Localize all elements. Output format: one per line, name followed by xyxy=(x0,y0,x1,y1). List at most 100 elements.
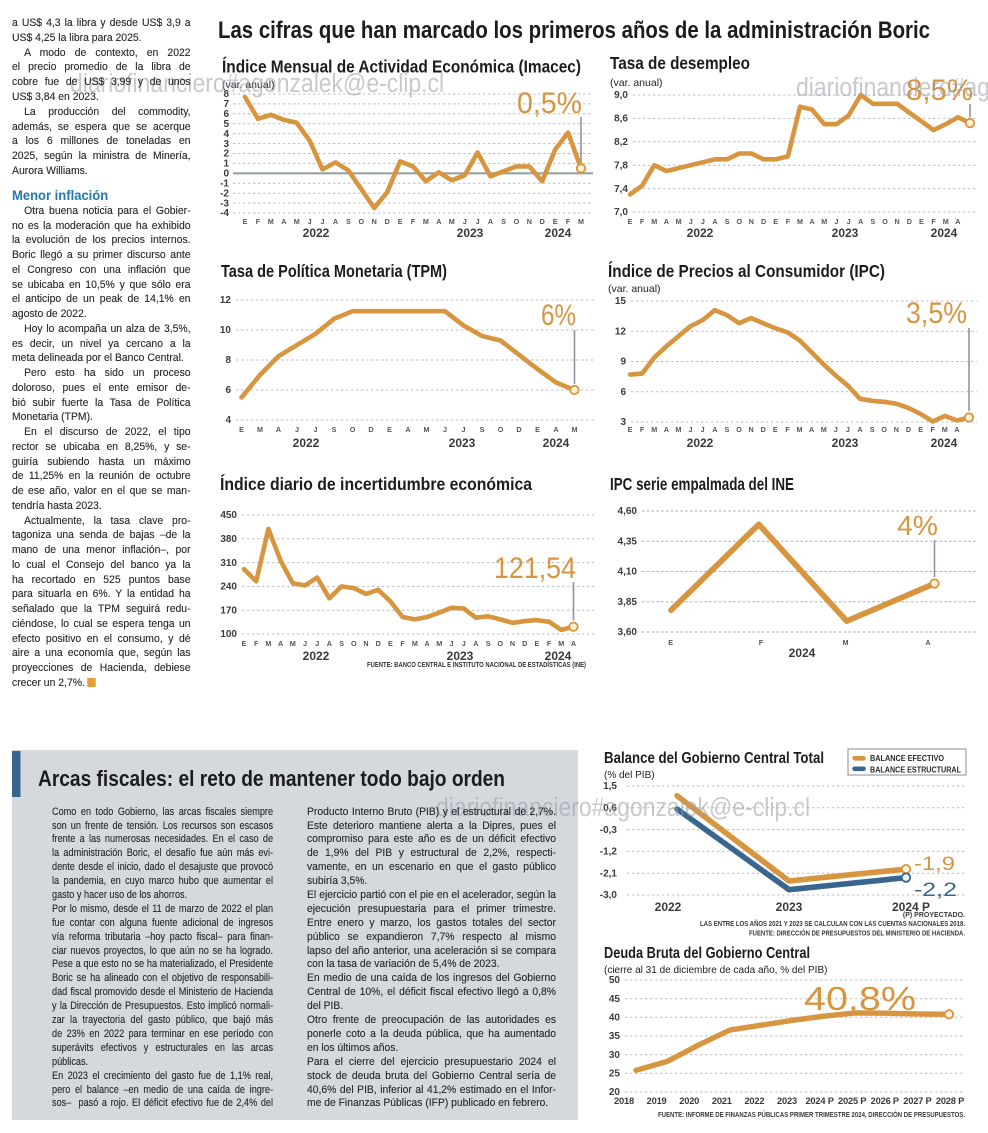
svg-text:8: 8 xyxy=(225,355,231,366)
svg-text:-2,2: -2,2 xyxy=(914,880,957,901)
svg-text:F: F xyxy=(785,425,790,434)
svg-text:2024 P: 2024 P xyxy=(892,900,930,914)
svg-text:A: A xyxy=(955,217,960,226)
svg-text:9,0: 9,0 xyxy=(614,90,628,101)
svg-text:E: E xyxy=(388,639,393,648)
svg-text:Balance del Gobierno Central T: Balance del Gobierno Central Total xyxy=(604,750,824,767)
svg-text:F: F xyxy=(547,639,552,648)
svg-text:J: J xyxy=(462,425,466,434)
svg-text:D: D xyxy=(906,425,911,434)
svg-text:Índice de Precios al Consumido: Índice de Precios al Consumidor (IPC) xyxy=(608,260,885,281)
svg-text:-1: -1 xyxy=(220,178,229,189)
svg-text:A: A xyxy=(278,639,283,648)
svg-text:M: M xyxy=(821,425,827,434)
svg-text:O: O xyxy=(882,217,888,226)
svg-text:M: M xyxy=(558,639,564,648)
svg-text:J: J xyxy=(834,217,838,226)
svg-text:40,8%: 40,8% xyxy=(804,980,916,1017)
svg-text:O: O xyxy=(736,425,742,434)
svg-text:A: A xyxy=(664,425,669,434)
svg-text:-3,0: -3,0 xyxy=(600,890,618,901)
svg-text:A: A xyxy=(664,217,669,226)
svg-text:A: A xyxy=(809,425,814,434)
svg-text:2024: 2024 xyxy=(931,436,958,450)
svg-text:J: J xyxy=(443,425,447,434)
svg-text:121,54: 121,54 xyxy=(494,552,576,585)
svg-text:J: J xyxy=(846,425,850,434)
svg-text:D: D xyxy=(907,217,912,226)
svg-text:2023: 2023 xyxy=(832,226,859,240)
svg-text:IPC serie empalmada del INE: IPC serie empalmada del INE xyxy=(610,474,794,494)
svg-text:O: O xyxy=(351,639,357,648)
svg-text:N: N xyxy=(894,425,899,434)
svg-text:2022: 2022 xyxy=(293,436,320,450)
svg-text:S: S xyxy=(480,425,485,434)
svg-text:5: 5 xyxy=(223,119,229,130)
svg-text:F: F xyxy=(931,425,936,434)
svg-text:Tasa de Política Monetaria (TP: Tasa de Política Monetaria (TPM) xyxy=(221,261,447,281)
svg-text:(var. anual): (var. anual) xyxy=(608,283,661,295)
svg-text:1,5: 1,5 xyxy=(603,781,617,792)
svg-text:M: M xyxy=(268,217,274,226)
svg-text:(% del PIB): (% del PIB) xyxy=(604,770,655,781)
svg-text:E: E xyxy=(553,217,558,226)
svg-text:8,2: 8,2 xyxy=(614,137,628,148)
svg-text:Índice diario de incertidumbre: Índice diario de incertidumbre económica xyxy=(220,473,532,494)
svg-text:M: M xyxy=(843,638,849,647)
svg-text:2021: 2021 xyxy=(712,1096,732,1106)
svg-text:100: 100 xyxy=(220,629,237,640)
svg-text:E: E xyxy=(535,425,540,434)
svg-text:-4: -4 xyxy=(220,208,229,219)
svg-text:2023: 2023 xyxy=(457,226,484,240)
svg-text:2023: 2023 xyxy=(449,436,476,450)
svg-text:M: M xyxy=(942,425,948,434)
svg-text:M: M xyxy=(424,425,430,434)
svg-text:M: M xyxy=(423,217,429,226)
svg-text:D: D xyxy=(761,217,766,226)
svg-text:J: J xyxy=(689,425,693,434)
svg-text:2022: 2022 xyxy=(303,649,330,663)
svg-text:3,5%: 3,5% xyxy=(906,297,967,330)
svg-text:D: D xyxy=(522,639,527,648)
svg-text:E: E xyxy=(918,425,923,434)
svg-text:A: A xyxy=(553,425,558,434)
svg-text:2024: 2024 xyxy=(931,226,958,240)
svg-text:E: E xyxy=(387,425,392,434)
svg-text:6: 6 xyxy=(223,109,229,120)
svg-text:A: A xyxy=(327,639,332,648)
svg-text:12: 12 xyxy=(615,326,627,337)
svg-text:3: 3 xyxy=(620,417,626,428)
svg-text:N: N xyxy=(527,217,532,226)
svg-text:2: 2 xyxy=(223,149,229,160)
svg-text:E: E xyxy=(773,425,778,434)
svg-text:Deuda Bruta del Gobierno Centr: Deuda Bruta del Gobierno Central xyxy=(604,945,810,962)
svg-text:4: 4 xyxy=(225,415,231,426)
svg-text:9: 9 xyxy=(620,357,626,368)
svg-text:2024: 2024 xyxy=(543,436,570,450)
svg-text:J: J xyxy=(321,217,325,226)
svg-text:F: F xyxy=(640,217,645,226)
svg-text:2023: 2023 xyxy=(832,436,859,450)
svg-text:2026 P: 2026 P xyxy=(871,1096,899,1106)
svg-text:E: E xyxy=(773,217,778,226)
svg-text:0,6: 0,6 xyxy=(603,803,617,814)
svg-text:J: J xyxy=(315,639,319,648)
svg-text:M: M xyxy=(821,217,827,226)
svg-text:6: 6 xyxy=(225,385,231,396)
svg-text:450: 450 xyxy=(220,510,237,521)
svg-text:N: N xyxy=(748,425,753,434)
svg-text:BALANCE ESTRUCTURAL: BALANCE ESTRUCTURAL xyxy=(870,766,961,775)
svg-text:170: 170 xyxy=(220,605,237,616)
svg-text:8: 8 xyxy=(223,89,229,100)
svg-text:D: D xyxy=(761,425,766,434)
svg-text:M: M xyxy=(651,217,657,226)
svg-text:2023: 2023 xyxy=(776,900,803,914)
svg-text:N: N xyxy=(749,217,754,226)
svg-text:0: 0 xyxy=(223,169,229,180)
svg-text:M: M xyxy=(578,217,584,226)
svg-text:E: E xyxy=(628,217,633,226)
svg-text:2022: 2022 xyxy=(687,226,714,240)
svg-text:E: E xyxy=(668,638,673,647)
svg-text:J: J xyxy=(308,217,312,226)
svg-text:N: N xyxy=(372,217,377,226)
